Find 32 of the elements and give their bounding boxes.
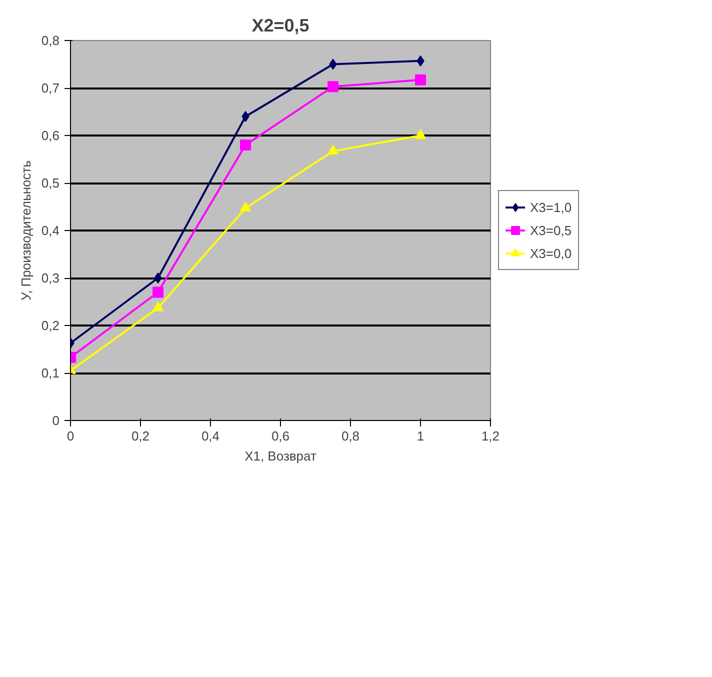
y-tick-label: 0,7 bbox=[41, 80, 60, 96]
x-tick-label: 0,6 bbox=[271, 428, 290, 444]
chart-title: X2=0,5 bbox=[252, 16, 310, 36]
x-tick-label: 1,2 bbox=[481, 428, 500, 444]
y-tick-label: 0,6 bbox=[41, 128, 60, 143]
y-tick-label: 0,1 bbox=[41, 366, 60, 380]
x-tick-label: 1 bbox=[416, 428, 424, 444]
x-axis-title: X1, Возврат bbox=[244, 448, 316, 464]
point bbox=[415, 74, 426, 86]
x-tick-label: 0,8 bbox=[341, 428, 360, 444]
legend-label: X3=1,0 bbox=[530, 200, 572, 214]
y-tick-label: 0,8 bbox=[41, 33, 60, 48]
point bbox=[152, 286, 164, 298]
point bbox=[328, 81, 338, 92]
y-axis-title: У, Производительность bbox=[18, 160, 34, 300]
legend-label: X3=0,0 bbox=[530, 246, 572, 260]
point bbox=[328, 144, 338, 155]
point bbox=[240, 202, 251, 212]
x-tick-label: 0 bbox=[66, 428, 74, 444]
legend-label: X3=0,5 bbox=[530, 222, 572, 238]
y-tick-label: 0,3 bbox=[41, 270, 60, 286]
x-tick-label: 0,4 bbox=[201, 428, 220, 444]
y-tick-label: 0,2 bbox=[41, 318, 60, 333]
y-tick-label: 0,5 bbox=[41, 176, 60, 190]
x-tick-label: 0,2 bbox=[131, 428, 150, 444]
y-tick-label: 0 bbox=[52, 413, 60, 428]
point bbox=[240, 140, 251, 150]
point bbox=[242, 111, 250, 122]
point bbox=[415, 129, 426, 139]
y-tick-label: 0,4 bbox=[41, 223, 60, 238]
point bbox=[154, 272, 162, 284]
point bbox=[152, 302, 164, 312]
